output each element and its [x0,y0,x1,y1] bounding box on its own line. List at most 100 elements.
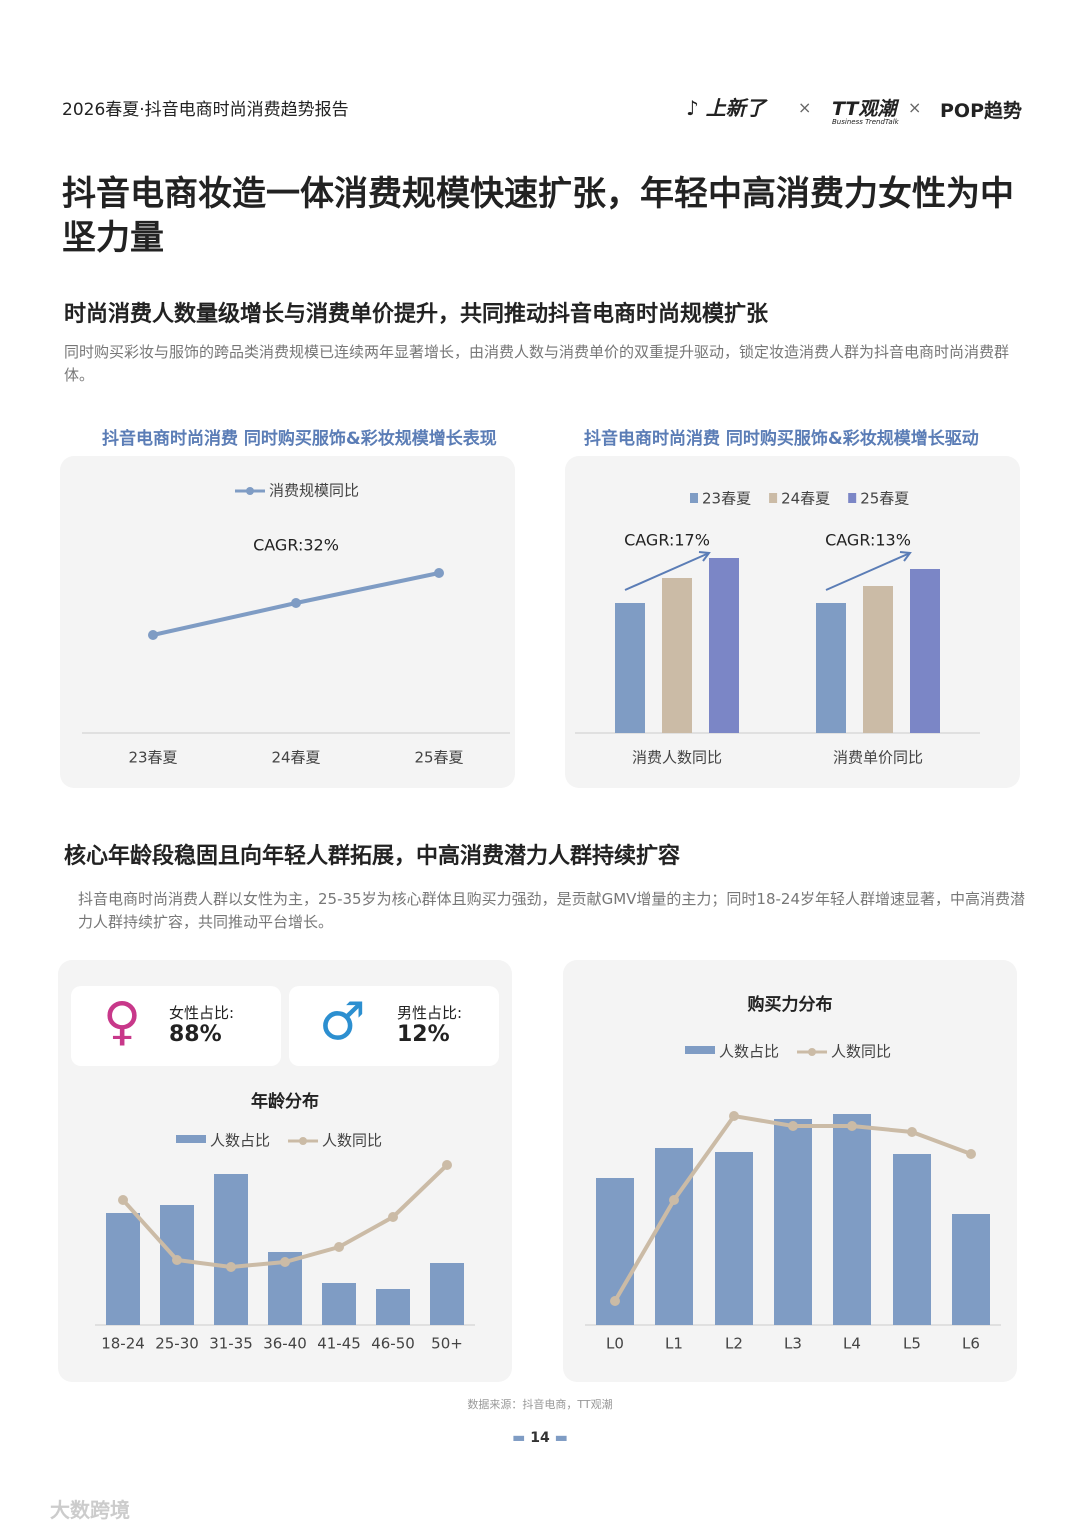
x-tick-label: 25-30 [155,1335,199,1353]
logo: POP趋势 [940,100,1023,122]
legend-label: 人数同比 [322,1132,382,1150]
point [847,1121,857,1131]
bar [910,569,940,733]
point [907,1127,917,1137]
x-tick-label: L6 [962,1335,980,1353]
legend-label: 人数同比 [831,1043,891,1061]
x-tick-label: L3 [784,1335,802,1353]
x-tick-label: 25春夏 [414,749,463,767]
legend-swatch [685,1046,715,1054]
bar [715,1152,753,1325]
point [788,1121,798,1131]
arrow [825,551,912,591]
bar [655,1148,693,1325]
legend-swatch [176,1135,206,1143]
male-icon: ♂ [319,992,366,1052]
bar [662,578,692,733]
watermark: 大数跨境 [50,1498,130,1522]
legend-swatch [769,493,778,503]
x-tick-label: 18-24 [101,1335,145,1353]
legend-label: 23春夏 [702,490,751,508]
bar [709,558,739,733]
x-tick-label: 31-35 [209,1335,253,1353]
point [388,1212,398,1222]
bar [816,603,846,733]
chart: 23春夏 24春夏 25春夏 消费规模同比 CAGR:32% [82,482,510,767]
logo: TT观潮 [832,98,897,120]
x-tick-label: L4 [843,1335,861,1353]
logo-text: 上新了 [705,96,766,120]
logo: ♪ 上新了 [686,96,766,120]
legend-swatch [808,1048,817,1056]
legend-label: 人数占比 [719,1043,779,1061]
arrow [624,551,711,591]
x-tick-label: 23春夏 [128,749,177,767]
x-tick-label: L0 [606,1335,624,1353]
female-icon: ♀ [103,992,142,1052]
chart-title: 购买力分布 [748,994,833,1015]
legend-label: 人数占比 [210,1132,270,1150]
chart-card: 23春夏 24春夏 25春夏 消费规模同比 CAGR:32% [60,456,515,788]
point [226,1262,236,1272]
bar [863,586,893,733]
legend-swatch [246,487,254,495]
bar [952,1214,990,1325]
bar [376,1289,410,1325]
legend-label: 25春夏 [860,490,909,508]
page-title: 抖音电商妆造一体消费规模快速扩张，年轻中高消费力女性为中坚力量 [62,174,1014,258]
legend-label: 24春夏 [781,490,830,508]
annotation: CAGR:13% [825,531,911,550]
chart-card: 18-24 25-30 31-35 36-40 41-45 46-50 50+ 年龄分布 人数占… [58,960,512,1382]
legend-swatch [690,493,698,503]
page-num: 14 [530,1430,550,1446]
annotation: CAGR:17% [624,531,710,550]
x-tick-label: L5 [903,1335,921,1353]
chart-title: 抖音电商时尚消费 同时购买服饰&彩妆规模增长驱动 [584,429,979,449]
point [334,1242,344,1252]
separator: × [798,98,812,117]
gender-card: ♂ 男性占比: 12% [289,986,499,1066]
legend-swatch [299,1137,308,1145]
point [610,1296,620,1306]
gender-card: ♀ 女性占比: 88% [71,986,281,1066]
gender-label: 男性占比: [397,1004,463,1022]
x-tick-label: 50+ [431,1335,463,1353]
bar [322,1283,356,1325]
separator: × [908,98,922,117]
point [148,630,158,640]
source: 数据来源：抖音电商，TT观潮 [467,1398,613,1411]
bar [106,1213,140,1325]
legend-label: 消费规模同比 [269,482,359,500]
point [729,1111,739,1121]
bar [774,1119,812,1325]
logo-sub: Business TrendTalk [832,118,899,126]
chart-title: 年龄分布 [251,1091,319,1112]
point [291,598,301,608]
x-tick-label: 消费单价同比 [833,749,923,767]
chart-card: L0 L1 L2 L3 L4 L5 L6 购买力分布 人数占比 人数同比 [563,960,1017,1382]
point [966,1149,976,1159]
bar [833,1114,871,1325]
point [434,568,444,578]
point [172,1255,182,1265]
point [118,1195,128,1205]
gender-label: 女性占比: [169,1004,235,1022]
x-tick-label: 消费人数同比 [632,749,722,767]
x-tick-label: 24春夏 [271,749,320,767]
gender-value: 88% [169,1022,222,1047]
x-tick-label: L2 [725,1335,743,1353]
point [442,1160,452,1170]
point [669,1195,679,1205]
section-text: 抖音电商时尚消费人群以女性为主，25-35岁为核心群体且购买力强劲，是贡献GMV… [78,890,1026,931]
section-heading: 核心年龄段稳固且向年轻人群拓展，中高消费潜力人群持续扩容 [64,844,681,869]
bar [430,1263,464,1325]
bar [893,1154,931,1325]
page-number: ▬ 14 ▬ [512,1430,568,1446]
chart-card: 消费人数同比 消费单价同比 23春夏 24春夏 25春夏 CAGR:17% CAGR:13% [565,456,1020,788]
chart: 18-24 25-30 31-35 36-40 41-45 46-50 50+ 年龄分布人数占… [95,1091,475,1353]
legend-swatch [848,493,857,503]
x-tick-label: 41-45 [317,1335,361,1353]
x-tick-label: 46-50 [371,1335,415,1353]
section-heading: 时尚消费人数量级增长与消费单价提升，共同推动抖音电商时尚规模扩张 [64,302,769,327]
